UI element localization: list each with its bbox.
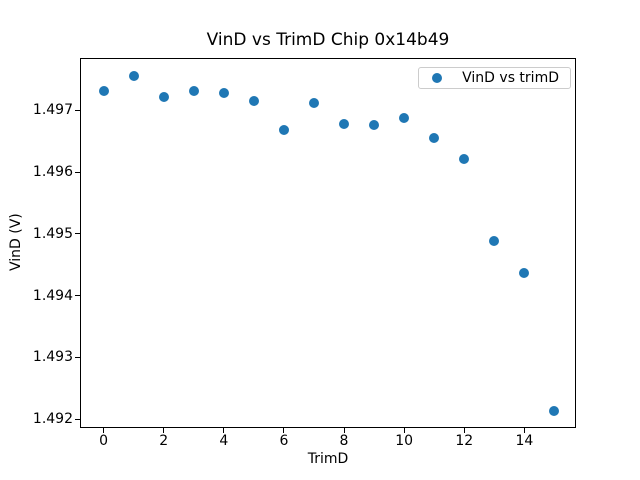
x-tick-mark [463, 427, 465, 433]
x-tick-label: 4 [219, 432, 229, 449]
data-point [188, 85, 199, 96]
legend: VinD vs trimD [418, 66, 571, 89]
y-tick-label: 1.492 [32, 411, 73, 428]
legend-marker-dot [432, 72, 443, 83]
x-tick-mark [523, 427, 525, 433]
plot-area: VinD vs trimD 1.492 1.493 1.494 1.495 1.496 1… [33, 57, 576, 448]
x-tick-mark [403, 427, 405, 433]
data-point [98, 86, 109, 97]
data-point [278, 124, 289, 135]
y-tick-mark [75, 109, 80, 111]
data-point [519, 267, 530, 278]
data-point [308, 97, 319, 108]
y-tick-mark [75, 418, 80, 420]
x-tick-label: 14 [515, 432, 534, 449]
x-tick-mark [223, 427, 225, 433]
x-tick-label: 12 [455, 432, 474, 449]
y-tick-mark [75, 171, 80, 173]
x-axis-label: TrimD [307, 451, 349, 467]
data-point [429, 132, 440, 143]
data-point [549, 406, 560, 417]
x-tick-label: 6 [279, 432, 289, 449]
x-tick-mark [163, 427, 165, 433]
x-tick-label: 8 [339, 432, 349, 449]
y-tick-label: 1.494 [32, 287, 73, 304]
data-point [369, 120, 380, 131]
chart-title: VinD vs TrimD Chip 0x14b49 [206, 30, 450, 50]
y-tick-mark [75, 356, 80, 358]
y-tick-label: 1.496 [32, 164, 73, 181]
y-tick-mark [75, 295, 80, 297]
data-point [128, 70, 139, 81]
x-tick-mark [343, 427, 345, 433]
data-point [459, 154, 470, 165]
y-tick-mark [75, 233, 80, 235]
y-tick-label: 1.497 [32, 102, 73, 119]
x-tick-label: 10 [395, 432, 414, 449]
x-tick-label: 2 [159, 432, 169, 449]
data-point [399, 113, 410, 124]
y-tick-label: 1.495 [32, 225, 73, 242]
data-point [248, 95, 259, 106]
legend-label: VinD vs trimD [462, 69, 559, 86]
y-axis-label: VinD (V) [8, 213, 24, 271]
data-point [339, 118, 350, 129]
data-point [218, 88, 229, 99]
x-tick-mark [283, 427, 285, 433]
y-tick-label: 1.493 [32, 349, 73, 366]
data-point [489, 235, 500, 246]
data-point [158, 91, 169, 102]
x-tick-mark [103, 427, 105, 433]
x-tick-label: 0 [99, 432, 108, 449]
